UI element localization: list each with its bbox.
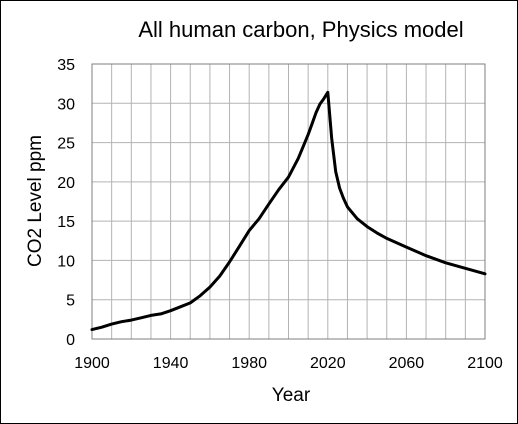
x-tick-label: 1980 xyxy=(231,355,267,372)
y-tick-label: 25 xyxy=(57,136,75,153)
x-tick-label: 1940 xyxy=(153,355,189,372)
x-tick-label: 1900 xyxy=(74,355,110,372)
x-tick-labels: 1900 1940 1980 2020 2060 2100 xyxy=(74,355,503,372)
y-tick-label: 20 xyxy=(57,175,75,192)
series-line xyxy=(90,90,487,332)
x-tick-label: 2100 xyxy=(467,355,503,372)
series-group xyxy=(90,90,487,332)
chart-title: All human carbon, Physics model xyxy=(138,17,463,42)
x-axis-title: Year xyxy=(272,385,311,406)
plot-area-border xyxy=(91,63,486,340)
y-tick-label: 15 xyxy=(57,214,75,231)
y-tick-label: 0 xyxy=(66,332,75,349)
y-tick-label: 30 xyxy=(57,96,75,113)
x-tick-label: 2060 xyxy=(389,355,425,372)
y-axis-title: CO2 Level ppm xyxy=(25,135,46,267)
y-tick-label: 35 xyxy=(57,57,75,74)
x-tick-label: 2020 xyxy=(310,355,346,372)
y-tick-labels: 0 5 10 15 20 25 30 35 xyxy=(57,57,75,349)
y-tick-label: 5 xyxy=(66,293,75,310)
grid-lines xyxy=(92,64,485,339)
y-tick-label: 10 xyxy=(57,253,75,270)
